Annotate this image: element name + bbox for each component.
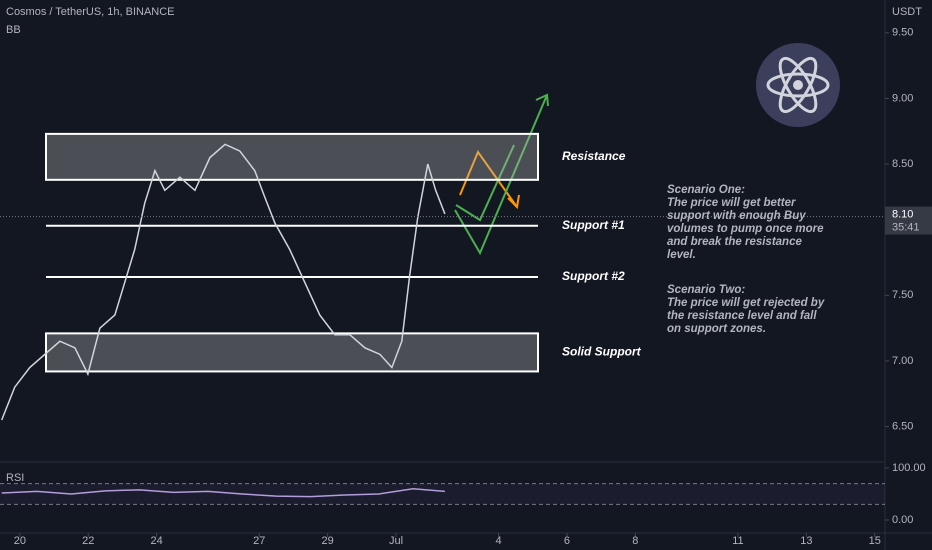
- rsi-label: RSI: [6, 472, 24, 484]
- scenario-text: level.: [667, 249, 696, 261]
- x-tick-label: 29: [321, 535, 333, 547]
- scenario-text: The price will get rejected by: [667, 297, 825, 309]
- y-tick-label: 7.00: [892, 355, 913, 367]
- rsi-band: [0, 483, 885, 505]
- rsi-tick-label: 0.00: [892, 514, 913, 526]
- scenario-text: and break the resistance: [667, 236, 802, 248]
- currency-label: USDT: [892, 6, 922, 18]
- scenario-text: on support zones.: [667, 323, 766, 335]
- price-line: [1, 143, 446, 421]
- scenario-text: Scenario One:: [667, 184, 745, 196]
- y-tick-label: 9.00: [892, 92, 913, 104]
- scenario-text: support with enough Buy: [667, 210, 806, 222]
- rsi-tick-label: 100.00: [892, 462, 926, 474]
- x-tick-label: 13: [800, 535, 812, 547]
- x-tick-label: 4: [496, 535, 502, 547]
- x-tick-label: 8: [632, 535, 638, 547]
- x-tick-label: 15: [869, 535, 881, 547]
- zone: [45, 132, 539, 181]
- zone-label: Solid Support: [562, 345, 642, 359]
- y-tick-label: 9.50: [892, 27, 913, 39]
- price-badge: [885, 206, 932, 235]
- plot: 9.50 9.00 8.50 7.50 7.00 6.50 20 22 24 27 29 Jul 4 6 8…: [0, 27, 932, 547]
- indicator-label: BB: [6, 24, 21, 36]
- chart-title: Cosmos / TetherUS, 1h, BINANCE: [6, 6, 175, 18]
- scenario-text: volumes to pump once more: [667, 223, 824, 235]
- price-badge-label: 8.10: [892, 208, 913, 220]
- x-tick-label: 20: [14, 535, 26, 547]
- y-tick-label: 7.50: [892, 289, 913, 301]
- x-tick-label: 24: [150, 535, 162, 547]
- scenario-text: Scenario Two:: [667, 284, 745, 296]
- level-label: Support #1: [562, 218, 625, 232]
- x-tick-label: 11: [732, 535, 743, 547]
- x-tick-label: 27: [253, 535, 265, 547]
- x-tick-label: 22: [82, 535, 94, 547]
- zone-label: Resistance: [562, 149, 626, 163]
- rsi-line: [1, 488, 445, 498]
- x-tick-label: 6: [564, 535, 570, 547]
- y-tick-label: 8.50: [892, 158, 913, 170]
- logo: [756, 43, 840, 127]
- countdown: 35:41: [892, 221, 920, 233]
- scenario-text: The price will get better: [667, 197, 796, 209]
- scenario-text: the resistance level and fall: [667, 310, 817, 322]
- level-label: Support #2: [562, 269, 625, 283]
- x-tick-label: Jul: [389, 535, 403, 547]
- zone: [45, 332, 539, 373]
- y-tick-label: 6.50: [892, 420, 913, 432]
